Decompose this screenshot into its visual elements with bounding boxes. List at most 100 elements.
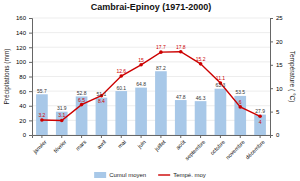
data-label: 17.7	[156, 44, 166, 50]
tick-label: 5	[276, 109, 280, 115]
tick-mark	[270, 18, 273, 19]
tick-mark	[61, 135, 62, 138]
grid-line	[32, 32, 270, 33]
data-label: 53.5	[235, 89, 245, 95]
marker	[199, 62, 203, 66]
axis-line	[271, 19, 274, 136]
tick: janvier	[31, 135, 48, 155]
tick-mark	[200, 135, 201, 138]
tick: 15	[270, 62, 283, 68]
tick-label: 100	[16, 59, 27, 65]
legend: Cumul moyenTempé. moy	[94, 172, 206, 178]
data-label: 15.2	[196, 56, 206, 62]
tick: 25	[270, 15, 283, 21]
tick: 80	[19, 74, 32, 80]
grid-line	[32, 61, 270, 62]
tick-mark	[160, 135, 161, 138]
bar	[96, 98, 108, 135]
tick-mark	[270, 41, 273, 42]
tick-label: 25	[276, 15, 283, 21]
bar	[215, 89, 227, 135]
tick-mark	[29, 47, 32, 48]
marker	[159, 50, 163, 54]
tick-mark	[240, 135, 241, 138]
tick-mark	[29, 18, 32, 19]
tick-mark	[29, 77, 32, 78]
tick: août	[175, 135, 187, 151]
tick-label: 160	[16, 15, 27, 21]
data-label: 52.8	[77, 90, 87, 96]
bar	[115, 91, 127, 135]
tick-label: 140	[16, 30, 27, 36]
tick-label: août	[175, 138, 187, 150]
tick-mark	[41, 135, 42, 138]
data-label: 47.8	[176, 94, 186, 100]
tick-mark	[29, 135, 32, 136]
data-label: 55.7	[37, 88, 47, 94]
tick: 60	[19, 89, 32, 95]
tick-label: 10	[276, 86, 283, 92]
data-label: 8.4	[98, 98, 105, 104]
tick-mark	[270, 112, 273, 113]
tick-label: juin	[136, 139, 147, 150]
tick-mark	[29, 120, 32, 121]
grid-line	[32, 18, 270, 19]
tick-label: 0	[23, 132, 27, 138]
marker	[238, 105, 242, 109]
tick-mark	[260, 135, 261, 138]
y-axis: 0 20 40 60 80 100 120 140 160	[16, 15, 33, 138]
marker	[119, 74, 123, 78]
bar	[195, 101, 207, 135]
x-axis: janvier février mars avril maijuin juillet aoû…	[31, 135, 270, 161]
tick: 140	[16, 30, 32, 36]
tick-label: 20	[19, 118, 26, 124]
tick-label: 40	[19, 103, 26, 109]
tick-label: novembre	[224, 139, 246, 161]
y2-axis: 0510152025	[270, 15, 283, 138]
tick: 5	[270, 109, 280, 115]
bar	[135, 88, 147, 135]
tick: 0	[23, 132, 32, 138]
legend-item: Tempé. moy	[158, 172, 206, 178]
legend-label: Tempé. moy	[173, 172, 206, 178]
tick: mars	[74, 135, 87, 152]
data-label: 3.1	[58, 112, 65, 118]
tick: 20	[270, 39, 283, 45]
grid-line	[32, 91, 270, 92]
tick-mark	[29, 33, 32, 34]
data-label: 17.8	[176, 44, 186, 50]
tick-label: 20	[276, 39, 283, 45]
tick-mark	[29, 62, 32, 63]
data-label: 64.8	[136, 81, 146, 87]
grid-line	[32, 76, 270, 77]
tick-mark	[121, 135, 122, 138]
tick-mark	[141, 135, 142, 138]
tick: 120	[16, 45, 32, 51]
data-label: 6.5	[78, 97, 85, 103]
data-labels: 55.731.952.851.160.164.887.247.846.363.3…	[37, 44, 265, 125]
tick: 160	[16, 15, 32, 21]
tick-label: avril	[96, 139, 107, 150]
tick: juin	[136, 135, 147, 150]
tick-mark	[29, 91, 32, 92]
tick-label: 15	[276, 62, 283, 68]
data-label: 87.2	[156, 65, 166, 71]
tick-mark	[270, 88, 273, 89]
tick-label: mai	[116, 139, 127, 150]
legend-swatch	[158, 174, 170, 175]
tick: avril	[96, 135, 107, 150]
tick: décembre	[244, 135, 266, 160]
data-label: 11.1	[216, 75, 226, 81]
tick: septembre	[184, 135, 207, 161]
tick-mark	[270, 135, 273, 136]
tick: novembre	[224, 135, 246, 160]
tick-label: mars	[74, 139, 87, 152]
tick: juillet	[153, 135, 167, 153]
data-label: 31.9	[57, 105, 67, 111]
tick-label: juillet	[153, 138, 167, 152]
tick: 100	[16, 59, 32, 65]
tick-label: février	[52, 139, 67, 154]
data-label: 60.1	[116, 85, 126, 91]
line	[42, 52, 260, 121]
tick: 10	[270, 86, 283, 92]
